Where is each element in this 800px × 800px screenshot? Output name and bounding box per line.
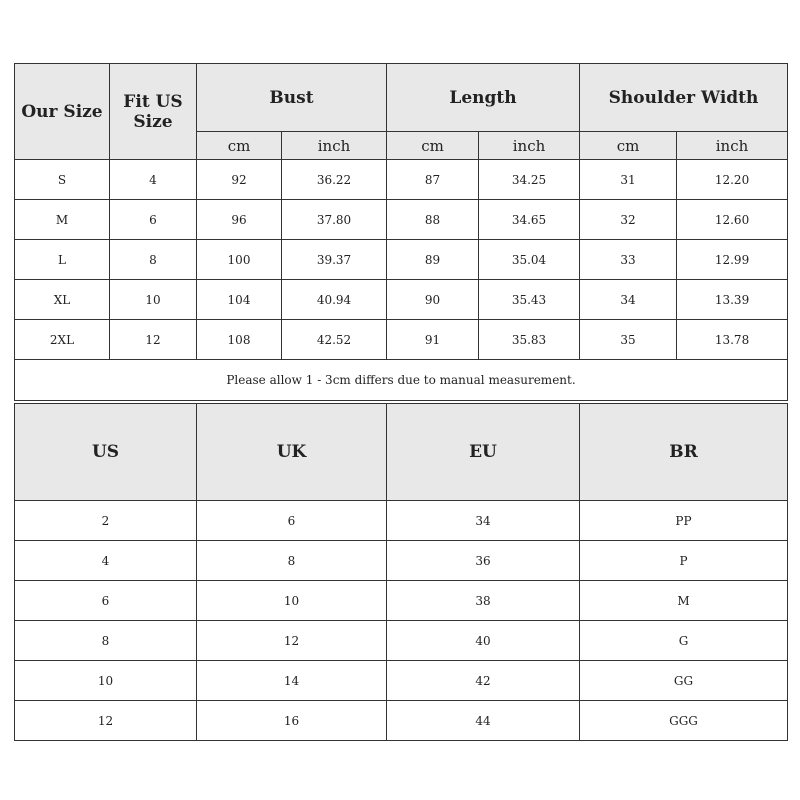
table-cell: 6 [14,580,197,621]
table-cell: 2XL [14,319,110,360]
table-cell: XL [14,279,110,320]
table-cell: GG [579,660,788,701]
table-cell: 35.43 [477,279,581,320]
table-cell: 13.39 [676,279,789,320]
table-cell: 35 [579,319,678,360]
table-row: 12 16 44 GGG [14,700,788,741]
size-conversion-table: US UK EU BR 2 6 34 PP 4 8 36 P 6 10 38 M 8 12 40 G 10 14 42 GG… [14,403,788,741]
table-cell: P [579,540,788,581]
table-row: 4 8 36 P [14,540,788,581]
table-row: 6 10 38 M [14,580,788,621]
table-cell: 88 [386,199,479,240]
table-row: L 8 100 39.37 89 35.04 33 12.99 [14,239,789,280]
table-cell: 12 [196,620,387,661]
table-cell: 13.78 [676,319,789,360]
table-cell: 40 [386,620,580,661]
table-cell: 42 [386,660,580,701]
table-cell: 44 [386,700,580,741]
header-length: Length [385,63,581,132]
table-cell: 31 [579,159,678,200]
table-cell: 12 [14,700,197,741]
table-cell: 35.04 [477,239,581,280]
table-cell: 6 [196,500,387,541]
table-cell: 36 [386,540,580,581]
table-cell: 4 [109,159,197,200]
table-cell: 90 [386,279,479,320]
table-cell: 40.94 [281,279,387,320]
header-us: US [14,403,197,501]
table-cell: 2 [14,500,197,541]
unit-header: cm [386,131,479,160]
size-measurement-table: Our Size Fit US Size Bust Length Shoulde… [13,63,789,401]
table-cell: 33 [579,239,678,280]
table-cell: 12.99 [676,239,789,280]
table-cell: 10 [196,580,387,621]
table-row: 10 14 42 GG [14,660,788,701]
table-cell: 92 [196,159,282,200]
table-cell: S [14,159,110,200]
table-cell: 87 [386,159,479,200]
header-eu: EU [386,403,580,501]
header-bust: Bust [196,63,387,132]
table-row: 2XL 12 108 42.52 91 35.83 35 13.78 [14,319,789,360]
unit-header: inch [477,131,581,160]
table-cell: 34.25 [477,159,581,200]
table-cell: 89 [386,239,479,280]
table-cell: 32 [579,199,678,240]
table-cell: 38 [386,580,580,621]
table-cell: 8 [14,620,197,661]
table-cell: M [14,199,110,240]
table-cell: G [579,620,788,661]
table-row: 8 12 40 G [14,620,788,661]
table-cell: 104 [196,279,282,320]
table-cell: 6 [109,199,197,240]
table-cell: 34 [579,279,678,320]
table-cell: M [579,580,788,621]
unit-header: inch [676,131,789,160]
table-cell: 12.20 [676,159,789,200]
table-cell: 12 [109,319,197,360]
header-fit-us-size: Fit US Size [109,63,197,160]
table-cell: 16 [196,700,387,741]
header-our-size: Our Size [14,63,110,160]
table-row: M 6 96 37.80 88 34.65 32 12.60 [14,199,789,240]
table-cell: 34 [386,500,580,541]
header-br: BR [579,403,788,501]
table-cell: 100 [196,239,282,280]
table-cell: 91 [386,319,479,360]
unit-header: inch [281,131,387,160]
header-uk: UK [196,403,387,501]
table-cell: 10 [109,279,197,320]
table-cell: 39.37 [281,239,387,280]
table-cell: GGG [579,700,788,741]
table-cell: 34.65 [477,199,581,240]
unit-header: cm [196,131,282,160]
table-row: S 4 92 36.22 87 34.25 31 12.20 [14,159,789,200]
table-row: 2 6 34 PP [14,500,788,541]
measurement-note: Please allow 1 - 3cm differs due to manu… [13,359,789,401]
table-cell: PP [579,500,788,541]
table-cell: 35.83 [477,319,581,360]
unit-header: cm [579,131,678,160]
table-cell: 12.60 [676,199,789,240]
table-cell: 42.52 [281,319,387,360]
table-cell: 37.80 [281,199,387,240]
table-cell: 8 [196,540,387,581]
table-cell: 108 [196,319,282,360]
table-cell: 36.22 [281,159,387,200]
table-cell: 10 [14,660,197,701]
table-cell: 96 [196,199,282,240]
table-cell: 4 [14,540,197,581]
table-cell: L [14,239,110,280]
table-row: XL 10 104 40.94 90 35.43 34 13.39 [14,279,789,320]
table-cell: 14 [196,660,387,701]
header-shoulder-width: Shoulder Width [579,63,789,132]
table-cell: 8 [109,239,197,280]
